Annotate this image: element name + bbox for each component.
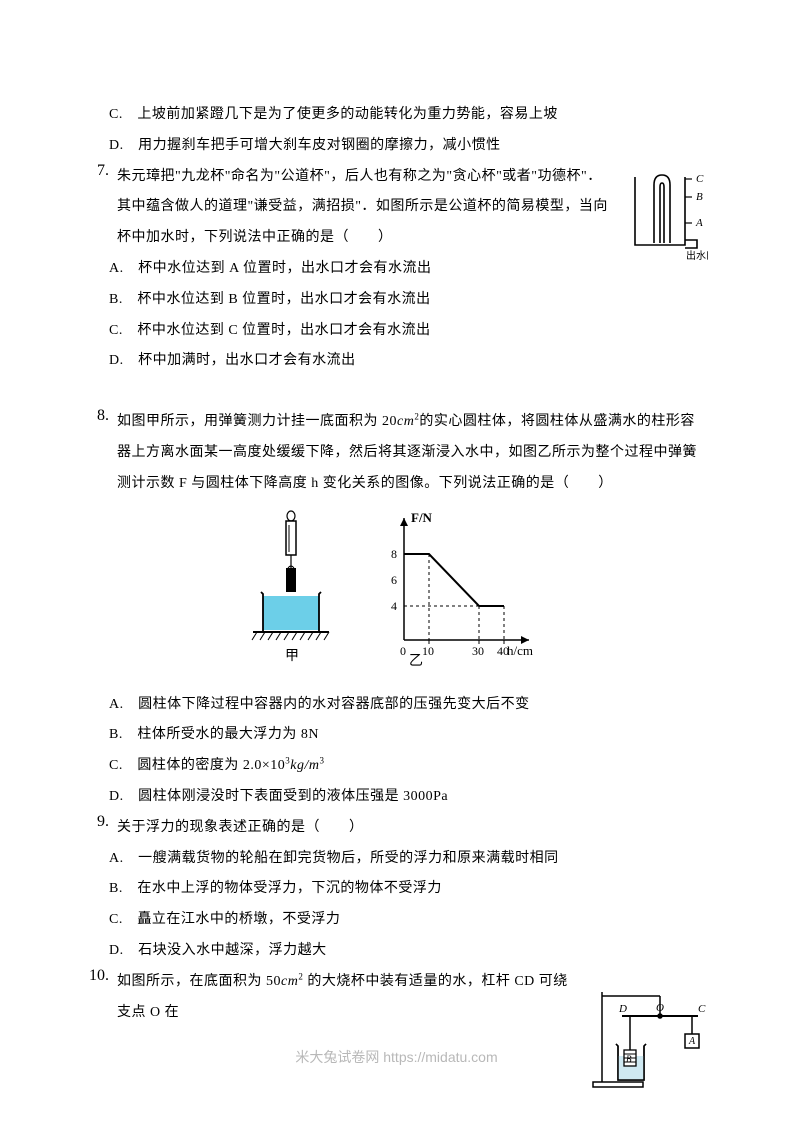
svg-text:B: B bbox=[696, 191, 703, 203]
q10-number: 10. bbox=[85, 967, 117, 1029]
q8-option-b: B. 柱体所受水的最大浮力为 8N bbox=[85, 720, 708, 751]
svg-text:A: A bbox=[688, 1036, 696, 1047]
svg-text:乙: 乙 bbox=[409, 653, 423, 669]
q7: 7. 朱元璋把"九龙杯"命名为"公道杯"，后人也有称之为"贪心杯"或者"功德杯"… bbox=[85, 162, 708, 254]
q7-stem: 朱元璋把"九龙杯"命名为"公道杯"，后人也有称之为"贪心杯"或者"功德杯"．其中… bbox=[117, 162, 708, 254]
svg-text:甲: 甲 bbox=[285, 649, 299, 664]
q6-option-d: D. 用力握刹车把手可增大刹车皮对钢圈的摩擦力，减小惯性 bbox=[85, 131, 708, 162]
q8-option-a: A. 圆柱体下降过程中容器内的水对容器底部的压强先变大后不变 bbox=[85, 690, 708, 721]
svg-text:8: 8 bbox=[391, 547, 397, 561]
q7-option-c: C. 杯中水位达到 C 位置时，出水口才会有水流出 bbox=[85, 316, 708, 347]
q8-figure-yi-chart: F/N h/cm 8 6 4 0 10 30 40 乙 bbox=[379, 510, 544, 670]
svg-text:10: 10 bbox=[422, 644, 434, 658]
svg-text:出水口: 出水口 bbox=[686, 249, 708, 260]
q9: 9. 关于浮力的现象表述正确的是（ ） bbox=[85, 813, 708, 844]
q8-figures: 甲 F/N h/cm 8 6 4 0 10 30 40 乙 bbox=[85, 510, 708, 670]
q9-option-d: D. 石块没入水中越深，浮力越大 bbox=[85, 936, 708, 967]
page-footer: 米大兔试卷网 https://midatu.com bbox=[0, 1047, 793, 1067]
q9-option-c: C. 矗立在江水中的桥墩，不受浮力 bbox=[85, 905, 708, 936]
q8-option-c: C. 圆柱体的密度为 2.0×103kg/m3 bbox=[85, 751, 708, 782]
q7-figure: C B A 出水口 bbox=[630, 165, 708, 260]
q8-number: 8. bbox=[85, 407, 117, 499]
svg-text:40: 40 bbox=[497, 644, 509, 658]
svg-text:D: D bbox=[618, 1003, 627, 1015]
svg-text:C: C bbox=[698, 1003, 706, 1015]
q9-stem: 关于浮力的现象表述正确的是（ ） bbox=[117, 813, 708, 844]
svg-text:h/cm: h/cm bbox=[507, 643, 533, 658]
q8-stem: 如图甲所示，用弹簧测力计挂一底面积为 20cm2的实心圆柱体，将圆柱体从盛满水的… bbox=[117, 407, 708, 499]
svg-text:A: A bbox=[695, 217, 703, 229]
svg-text:F/N: F/N bbox=[411, 510, 433, 525]
q7-number: 7. bbox=[85, 162, 117, 254]
svg-text:30: 30 bbox=[472, 644, 484, 658]
q8: 8. 如图甲所示，用弹簧测力计挂一底面积为 20cm2的实心圆柱体，将圆柱体从盛… bbox=[85, 407, 708, 499]
q6-option-c: C. 上坡前加紧蹬几下是为了使更多的动能转化为重力势能，容易上坡 bbox=[85, 100, 708, 131]
svg-text:O: O bbox=[656, 1002, 664, 1014]
q7-option-a: A. 杯中水位达到 A 位置时，出水口才会有水流出 bbox=[85, 254, 708, 285]
q9-option-b: B. 在水中上浮的物体受浮力，下沉的物体不受浮力 bbox=[85, 874, 708, 905]
q7-option-b: B. 杯中水位达到 B 位置时，出水口才会有水流出 bbox=[85, 285, 708, 316]
q9-option-a: A. 一艘满载货物的轮船在卸完货物后，所受的浮力和原来满载时相同 bbox=[85, 844, 708, 875]
q8-option-d: D. 圆柱体刚浸没时下表面受到的液体压强是 3000Pa bbox=[85, 782, 708, 813]
svg-text:0: 0 bbox=[400, 644, 406, 658]
svg-text:4: 4 bbox=[391, 599, 397, 613]
svg-text:C: C bbox=[696, 173, 704, 185]
q7-option-d: D. 杯中加满时，出水口才会有水流出 bbox=[85, 346, 708, 377]
q9-number: 9. bbox=[85, 813, 117, 844]
svg-text:6: 6 bbox=[391, 573, 397, 587]
q8-figure-jia: 甲 bbox=[249, 510, 334, 670]
q10-figure: D O C A B bbox=[590, 986, 708, 1091]
